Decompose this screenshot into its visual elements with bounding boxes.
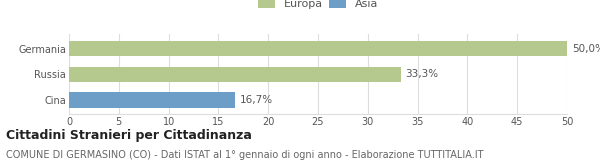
Bar [69, 41, 567, 56]
Legend: Europa, Asia: Europa, Asia [258, 0, 378, 9]
Text: 33,3%: 33,3% [406, 69, 439, 79]
Bar [69, 67, 401, 82]
Text: 16,7%: 16,7% [241, 95, 274, 105]
Text: 50,0%: 50,0% [572, 44, 600, 54]
Bar [69, 92, 235, 108]
Text: Cittadini Stranieri per Cittadinanza: Cittadini Stranieri per Cittadinanza [6, 129, 252, 142]
Text: COMUNE DI GERMASINO (CO) - Dati ISTAT al 1° gennaio di ogni anno - Elaborazione : COMUNE DI GERMASINO (CO) - Dati ISTAT al… [6, 150, 484, 160]
